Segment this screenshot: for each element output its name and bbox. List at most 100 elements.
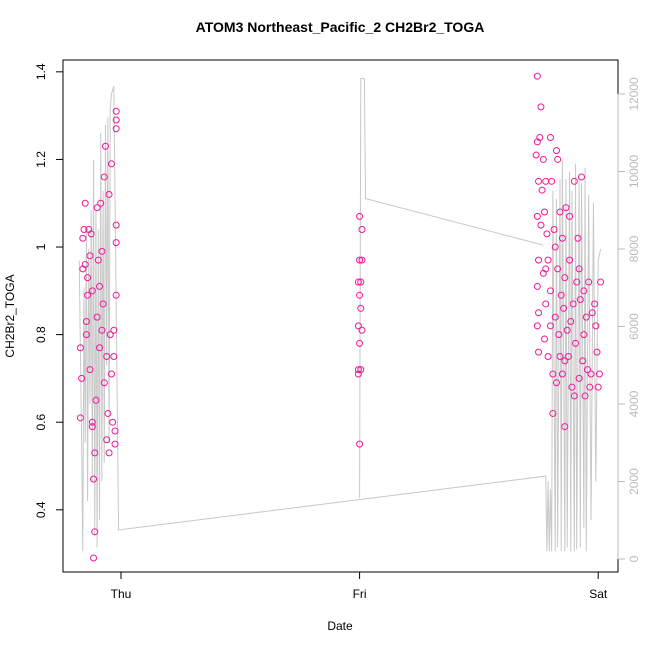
- data-point: [536, 134, 544, 142]
- data-point: [87, 230, 95, 238]
- data-point: [81, 199, 89, 207]
- data-point: [533, 72, 541, 80]
- data-point: [82, 317, 90, 325]
- data-point: [112, 125, 120, 133]
- data-point: [575, 265, 583, 273]
- data-point: [99, 300, 107, 308]
- data-point: [562, 204, 570, 212]
- data-point: [104, 409, 112, 417]
- series-line: [78, 77, 602, 552]
- data-point: [579, 357, 587, 365]
- y-axis-label: CH2Br2_TOGA: [3, 274, 17, 357]
- data-point: [561, 357, 569, 365]
- data-point: [112, 107, 120, 115]
- data-point: [591, 300, 599, 308]
- data-point: [575, 374, 583, 382]
- data-point: [110, 353, 118, 361]
- data-point: [358, 326, 366, 334]
- data-point: [577, 173, 585, 181]
- data-point: [544, 353, 552, 361]
- data-point: [357, 278, 365, 286]
- data-point: [105, 449, 113, 457]
- data-point: [84, 274, 92, 282]
- data-point: [356, 440, 364, 448]
- data-point: [592, 322, 600, 330]
- data-point: [593, 348, 601, 356]
- data-point: [94, 256, 102, 264]
- data-point: [541, 208, 549, 216]
- data-point: [100, 173, 108, 181]
- data-point: [112, 291, 120, 299]
- data-point: [533, 282, 541, 290]
- data-point: [594, 383, 602, 391]
- data-point: [98, 326, 106, 334]
- data-point: [107, 370, 115, 378]
- data-point: [576, 296, 584, 304]
- data-point: [567, 317, 575, 325]
- chart-title: ATOM3 Northeast_Pacific_2 CH2Br2_TOGA: [196, 19, 485, 35]
- x-axis-label: Date: [327, 619, 353, 633]
- data-point: [354, 278, 362, 286]
- data-point: [572, 339, 580, 347]
- data-point: [358, 256, 366, 264]
- data-point: [566, 212, 574, 220]
- data-point: [552, 147, 560, 155]
- data-point: [548, 177, 556, 185]
- data-point: [86, 252, 94, 260]
- data-point: [574, 234, 582, 242]
- data-point: [106, 331, 114, 339]
- data-point: [535, 256, 543, 264]
- data-point: [356, 339, 364, 347]
- data-point: [88, 423, 96, 431]
- data-point: [92, 396, 100, 404]
- data-point: [356, 212, 364, 220]
- data-point: [581, 392, 589, 400]
- data-point: [81, 261, 89, 269]
- data-point: [542, 300, 550, 308]
- data-point: [80, 225, 88, 233]
- data-point: [539, 155, 547, 163]
- data-point: [587, 370, 595, 378]
- data-point: [354, 322, 362, 330]
- data-point: [535, 348, 543, 356]
- data-point: [91, 528, 99, 536]
- data-point: [78, 374, 86, 382]
- data-point: [96, 282, 104, 290]
- data-point: [82, 331, 90, 339]
- data-point: [533, 322, 541, 330]
- data-point: [546, 134, 554, 142]
- data-point: [580, 287, 588, 295]
- data-point: [551, 313, 559, 321]
- data-point: [91, 449, 99, 457]
- data-point: [554, 265, 562, 273]
- data-point: [357, 304, 365, 312]
- data-point: [76, 414, 84, 422]
- data-point: [551, 243, 559, 251]
- data-point: [549, 370, 557, 378]
- data-point: [88, 418, 96, 426]
- data-point: [597, 278, 605, 286]
- data-point: [568, 383, 576, 391]
- data-point: [79, 234, 87, 242]
- data-point: [537, 103, 545, 111]
- data-point: [552, 379, 560, 387]
- data-point: [583, 366, 591, 374]
- data-point: [569, 300, 577, 308]
- data-point: [546, 322, 554, 330]
- data-point: [546, 287, 554, 295]
- data-point: [93, 204, 101, 212]
- data-point: [90, 554, 98, 562]
- x-tick-label: Sat: [589, 587, 608, 601]
- y-tick-label: 0.6: [34, 414, 48, 431]
- data-point: [573, 278, 581, 286]
- data-point: [98, 247, 106, 255]
- data-point: [88, 287, 96, 295]
- data-point: [585, 278, 593, 286]
- data-point: [103, 436, 111, 444]
- data-point: [356, 256, 364, 264]
- data-point: [556, 208, 564, 216]
- data-point: [586, 383, 594, 391]
- data-point: [570, 392, 578, 400]
- data-point: [556, 353, 564, 361]
- data-point: [100, 379, 108, 387]
